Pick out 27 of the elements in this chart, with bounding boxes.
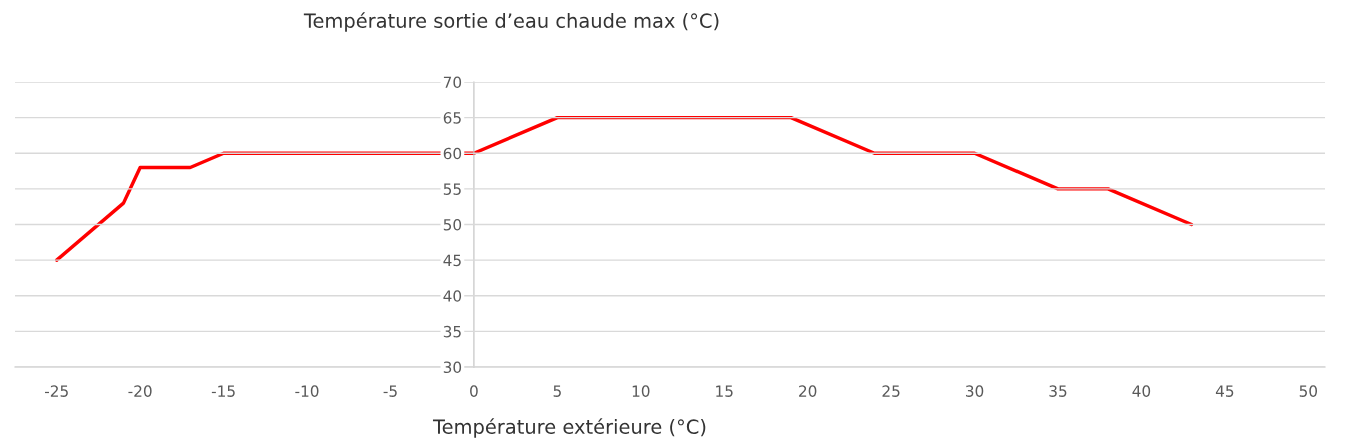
x-tick-label: -25	[44, 385, 68, 397]
y-tick-label: 65	[443, 112, 461, 124]
y-tick-label: 40	[443, 290, 462, 302]
y-tick-label: 60	[443, 147, 462, 160]
x-tick-label: 5	[553, 385, 561, 397]
y-tick-label: 35	[443, 325, 461, 338]
x-tick-label: -10	[295, 385, 319, 397]
y-tick-label: 45	[443, 254, 461, 267]
x-tick-label: 30	[966, 385, 984, 397]
x-tick-label: -5	[383, 385, 397, 397]
y-tick-label: 30	[443, 361, 462, 374]
x-tick-label: -15	[211, 385, 235, 397]
x-tick-label: 45	[1215, 385, 1234, 397]
x-tick-label: -20	[128, 385, 152, 397]
y-tick-label: 55	[443, 183, 461, 195]
x-tick-label: 25	[882, 385, 900, 397]
x-tick-label: 50	[1299, 385, 1318, 397]
x-tick-label: 0	[470, 385, 478, 397]
x-tick-label: 35	[1049, 385, 1067, 397]
x-tick-label: 15	[716, 385, 733, 397]
x-tick-label: 40	[1132, 385, 1151, 397]
y-tick-label: 70	[443, 76, 462, 89]
y-tick-label: 50	[443, 218, 462, 231]
x-tick-label: 10	[632, 385, 650, 397]
x-axis-title: Température extérieure (°C)	[432, 418, 706, 438]
x-tick-label: 20	[799, 385, 817, 397]
chart-title: Température sortie d’eau chaude max (°C)	[303, 12, 719, 32]
